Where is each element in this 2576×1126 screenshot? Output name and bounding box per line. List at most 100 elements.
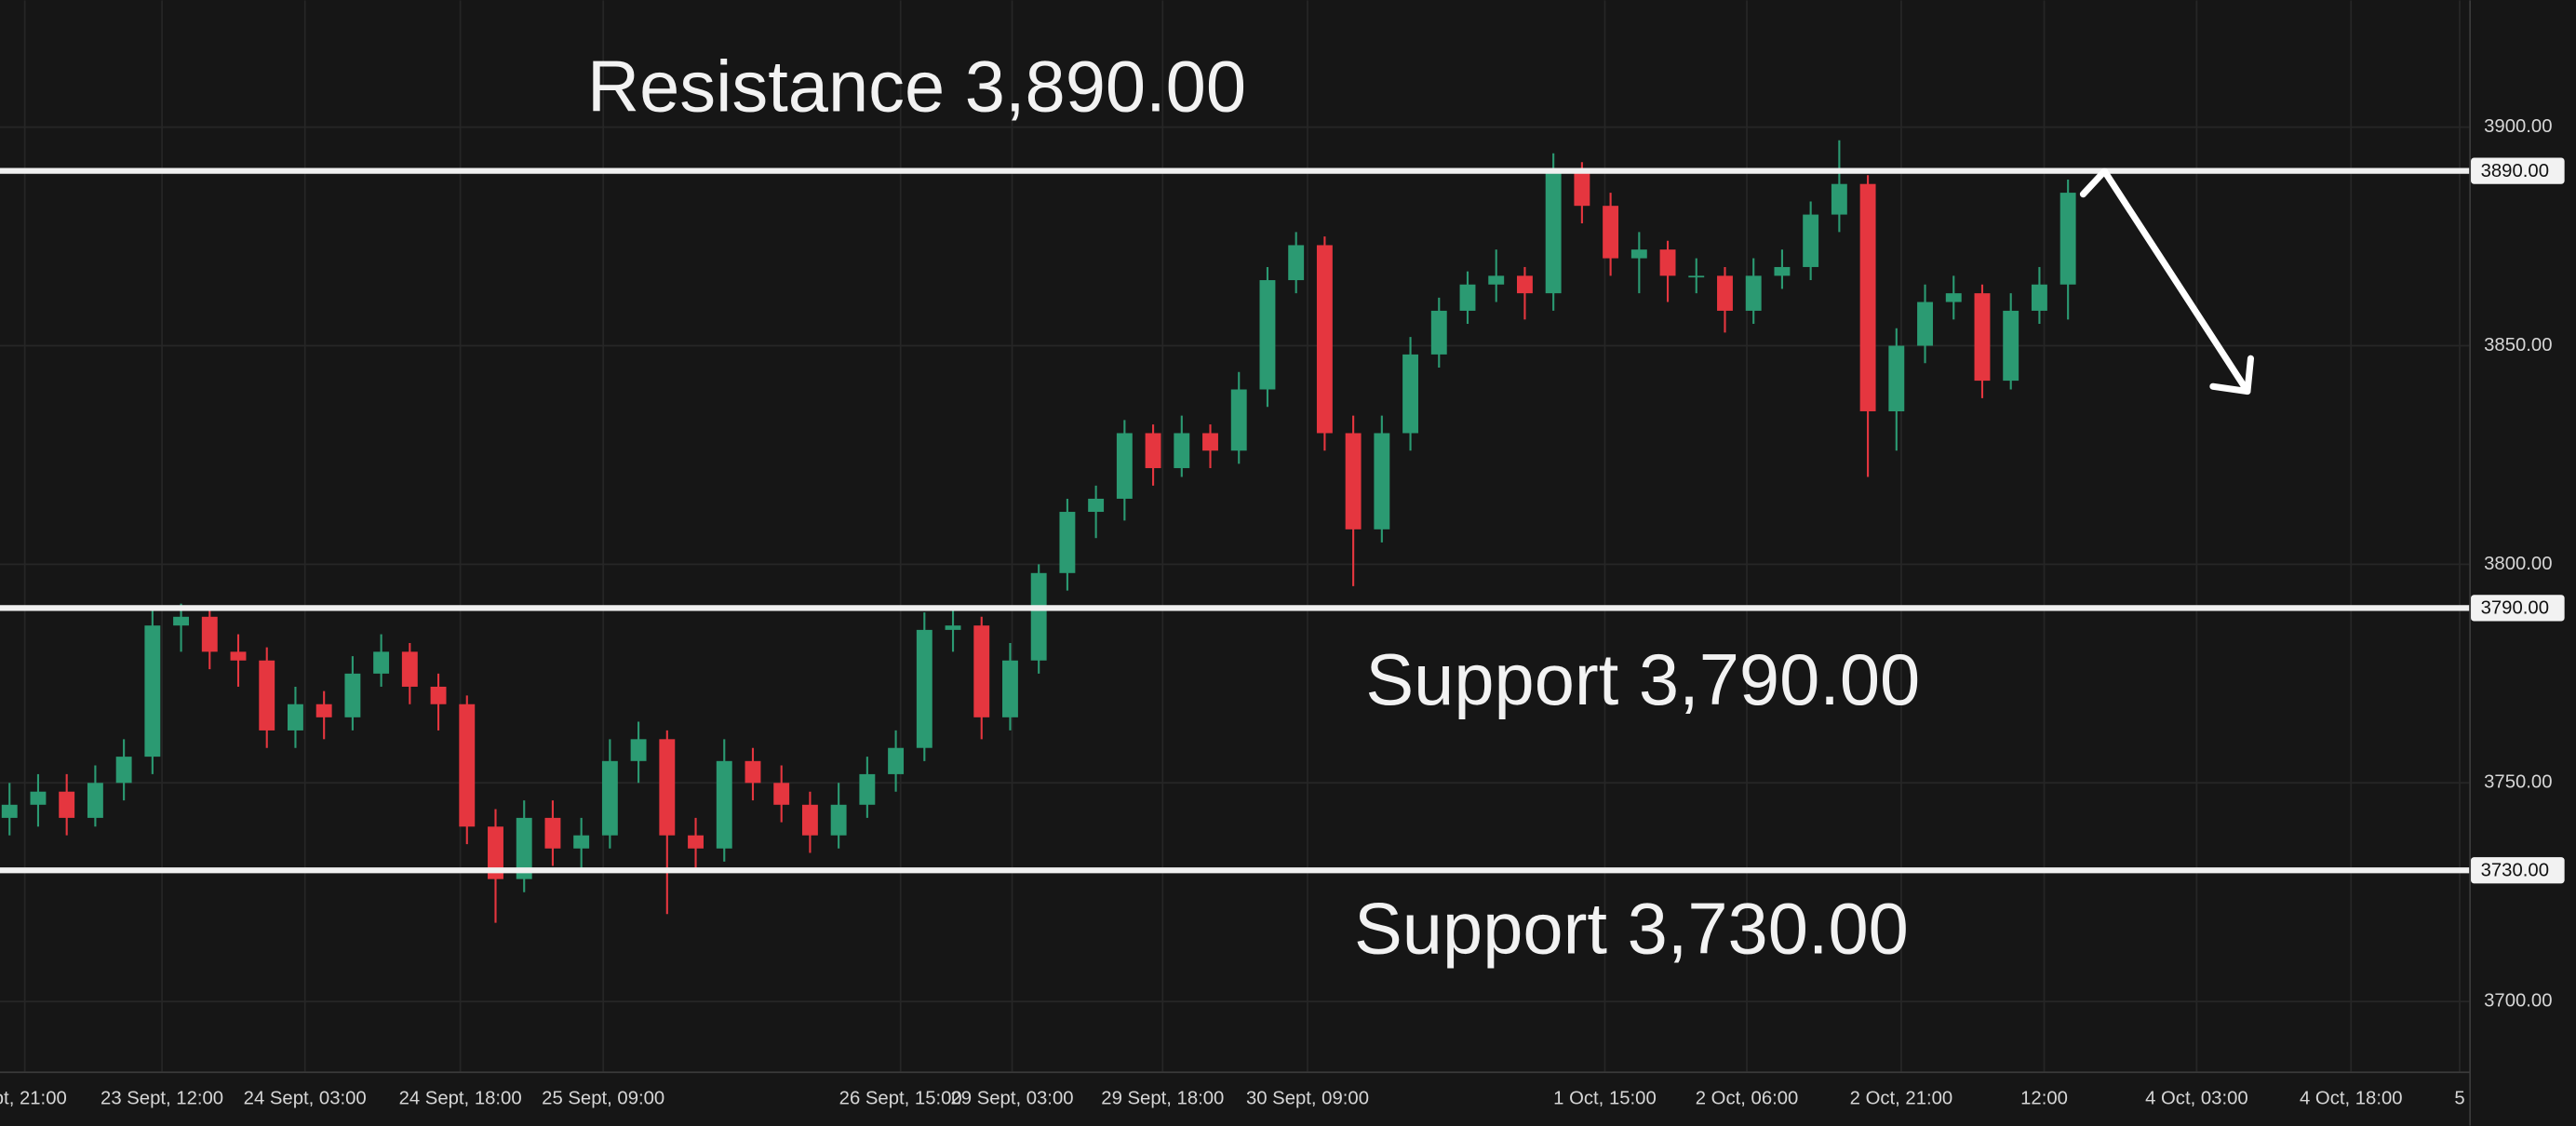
x-tick-label: 24 Sept, 18:00 (399, 1089, 522, 1109)
x-tick-label: 1 Oct, 15:00 (1553, 1089, 1657, 1109)
level-tag (2471, 157, 2565, 184)
candles (1, 140, 2076, 923)
candle-body (173, 616, 190, 626)
candle-body (144, 625, 161, 757)
candle-body (630, 739, 647, 761)
candle-body (2003, 310, 2019, 382)
x-tick-label: 29 Sept, 03:00 (950, 1089, 1073, 1109)
y-tick-label: 3900.00 (2484, 116, 2552, 137)
candle-body (544, 817, 561, 849)
candle-body (230, 651, 247, 661)
candle-body (516, 817, 532, 879)
candle-body (1459, 284, 1476, 311)
candle-body (601, 760, 618, 836)
candle-body (859, 773, 876, 805)
candle-body (1516, 275, 1533, 294)
grid (0, 0, 2470, 1072)
axes: 3700.00 3750.00 3800.00 3850.00 3900.00 ept, … (0, 116, 2553, 1109)
candle-body (1059, 512, 1076, 573)
candle-body (1345, 433, 1362, 529)
candle-body (745, 760, 761, 784)
candle-body (801, 804, 818, 836)
candle-body (1831, 183, 1847, 215)
y-tick-label: 3750.00 (2484, 772, 2552, 793)
candle-body (430, 686, 447, 704)
x-tick-label: 2 Oct, 21:00 (1850, 1089, 1953, 1109)
candle-body (488, 826, 503, 879)
candle-body (1116, 433, 1133, 499)
arrow-line (2079, 168, 2251, 395)
candle-body (973, 625, 990, 717)
y-tick-label: 3850.00 (2484, 335, 2552, 355)
candle-body (30, 791, 47, 805)
candle-body (259, 660, 275, 731)
level-annotation: Support 3,790.00 (1365, 640, 1920, 720)
level-tag-label: 3890.00 (2481, 161, 2549, 181)
candle-body (688, 835, 704, 849)
candle-body (1717, 275, 1733, 311)
x-tick-label: 2 Oct, 06:00 (1696, 1089, 1799, 1109)
candle-body (459, 704, 476, 827)
candle-body (1088, 498, 1105, 513)
candle-body (1630, 249, 1647, 259)
candle-body (59, 791, 75, 818)
candle-body (659, 739, 676, 836)
x-tick-label: 26 Sept, 15:00 (839, 1089, 962, 1109)
level-tag (2471, 595, 2565, 622)
candle-body (288, 704, 303, 731)
candle-body (87, 783, 103, 818)
candle-body (201, 616, 218, 652)
candle-body (1316, 245, 1333, 434)
y-tick-label: 3700.00 (2484, 991, 2552, 1012)
candle-body (1, 804, 18, 818)
candle-body (945, 625, 961, 630)
candle-body (1745, 275, 1762, 311)
candle-body (1002, 660, 1018, 717)
y-tick-label: 3800.00 (2484, 554, 2552, 574)
candle-body (1030, 572, 1047, 661)
candle-body (916, 629, 932, 748)
candle-body (115, 757, 132, 784)
x-tick-label: 30 Sept, 09:00 (1246, 1089, 1369, 1109)
candle-body (1888, 345, 1905, 411)
candle-body (315, 704, 332, 717)
arrow-head (2209, 355, 2254, 395)
x-tick-label: 23 Sept, 12:00 (101, 1089, 223, 1109)
candle-body (716, 760, 732, 849)
candle-body (1803, 214, 1819, 267)
candle-body (1917, 302, 1933, 346)
x-tick-label: 4 Oct, 18:00 (2300, 1089, 2403, 1109)
candle-body (1574, 170, 1590, 207)
candle-body (2059, 193, 2076, 285)
x-tick-label: 5 (2454, 1089, 2464, 1109)
candle-body (1659, 249, 1676, 276)
candle-body (1603, 206, 1619, 259)
candle-body (1488, 275, 1505, 285)
level-tag (2471, 857, 2565, 884)
candle-body (1430, 310, 1447, 355)
candle-body (1859, 183, 1876, 411)
candle-body (1945, 293, 1962, 302)
levels: 3890.00 Resistance 3,890.00 3790.00 Support… (0, 47, 2565, 970)
candle-body (773, 783, 790, 805)
level-tag-label: 3790.00 (2481, 598, 2549, 619)
candle-body (1202, 433, 1218, 451)
x-tick-label: 24 Sept, 03:00 (244, 1089, 367, 1109)
x-tick-label: 29 Sept, 18:00 (1101, 1089, 1224, 1109)
candle-body (888, 747, 905, 774)
candle-body (1174, 433, 1190, 469)
candle-body (2031, 284, 2047, 311)
candle-body (830, 804, 847, 836)
x-tick-label: 12:00 (2020, 1089, 2068, 1109)
candle-body (344, 673, 361, 717)
candle-body (373, 651, 390, 674)
level-annotation: Resistance 3,890.00 (587, 47, 1246, 127)
x-tick-label: ept, 21:00 (0, 1089, 67, 1109)
candle-body (1374, 433, 1390, 529)
x-tick-label: 25 Sept, 09:00 (542, 1089, 664, 1109)
candle-body (1288, 245, 1305, 281)
candle-body (1145, 433, 1161, 469)
candle-body (1688, 275, 1705, 278)
